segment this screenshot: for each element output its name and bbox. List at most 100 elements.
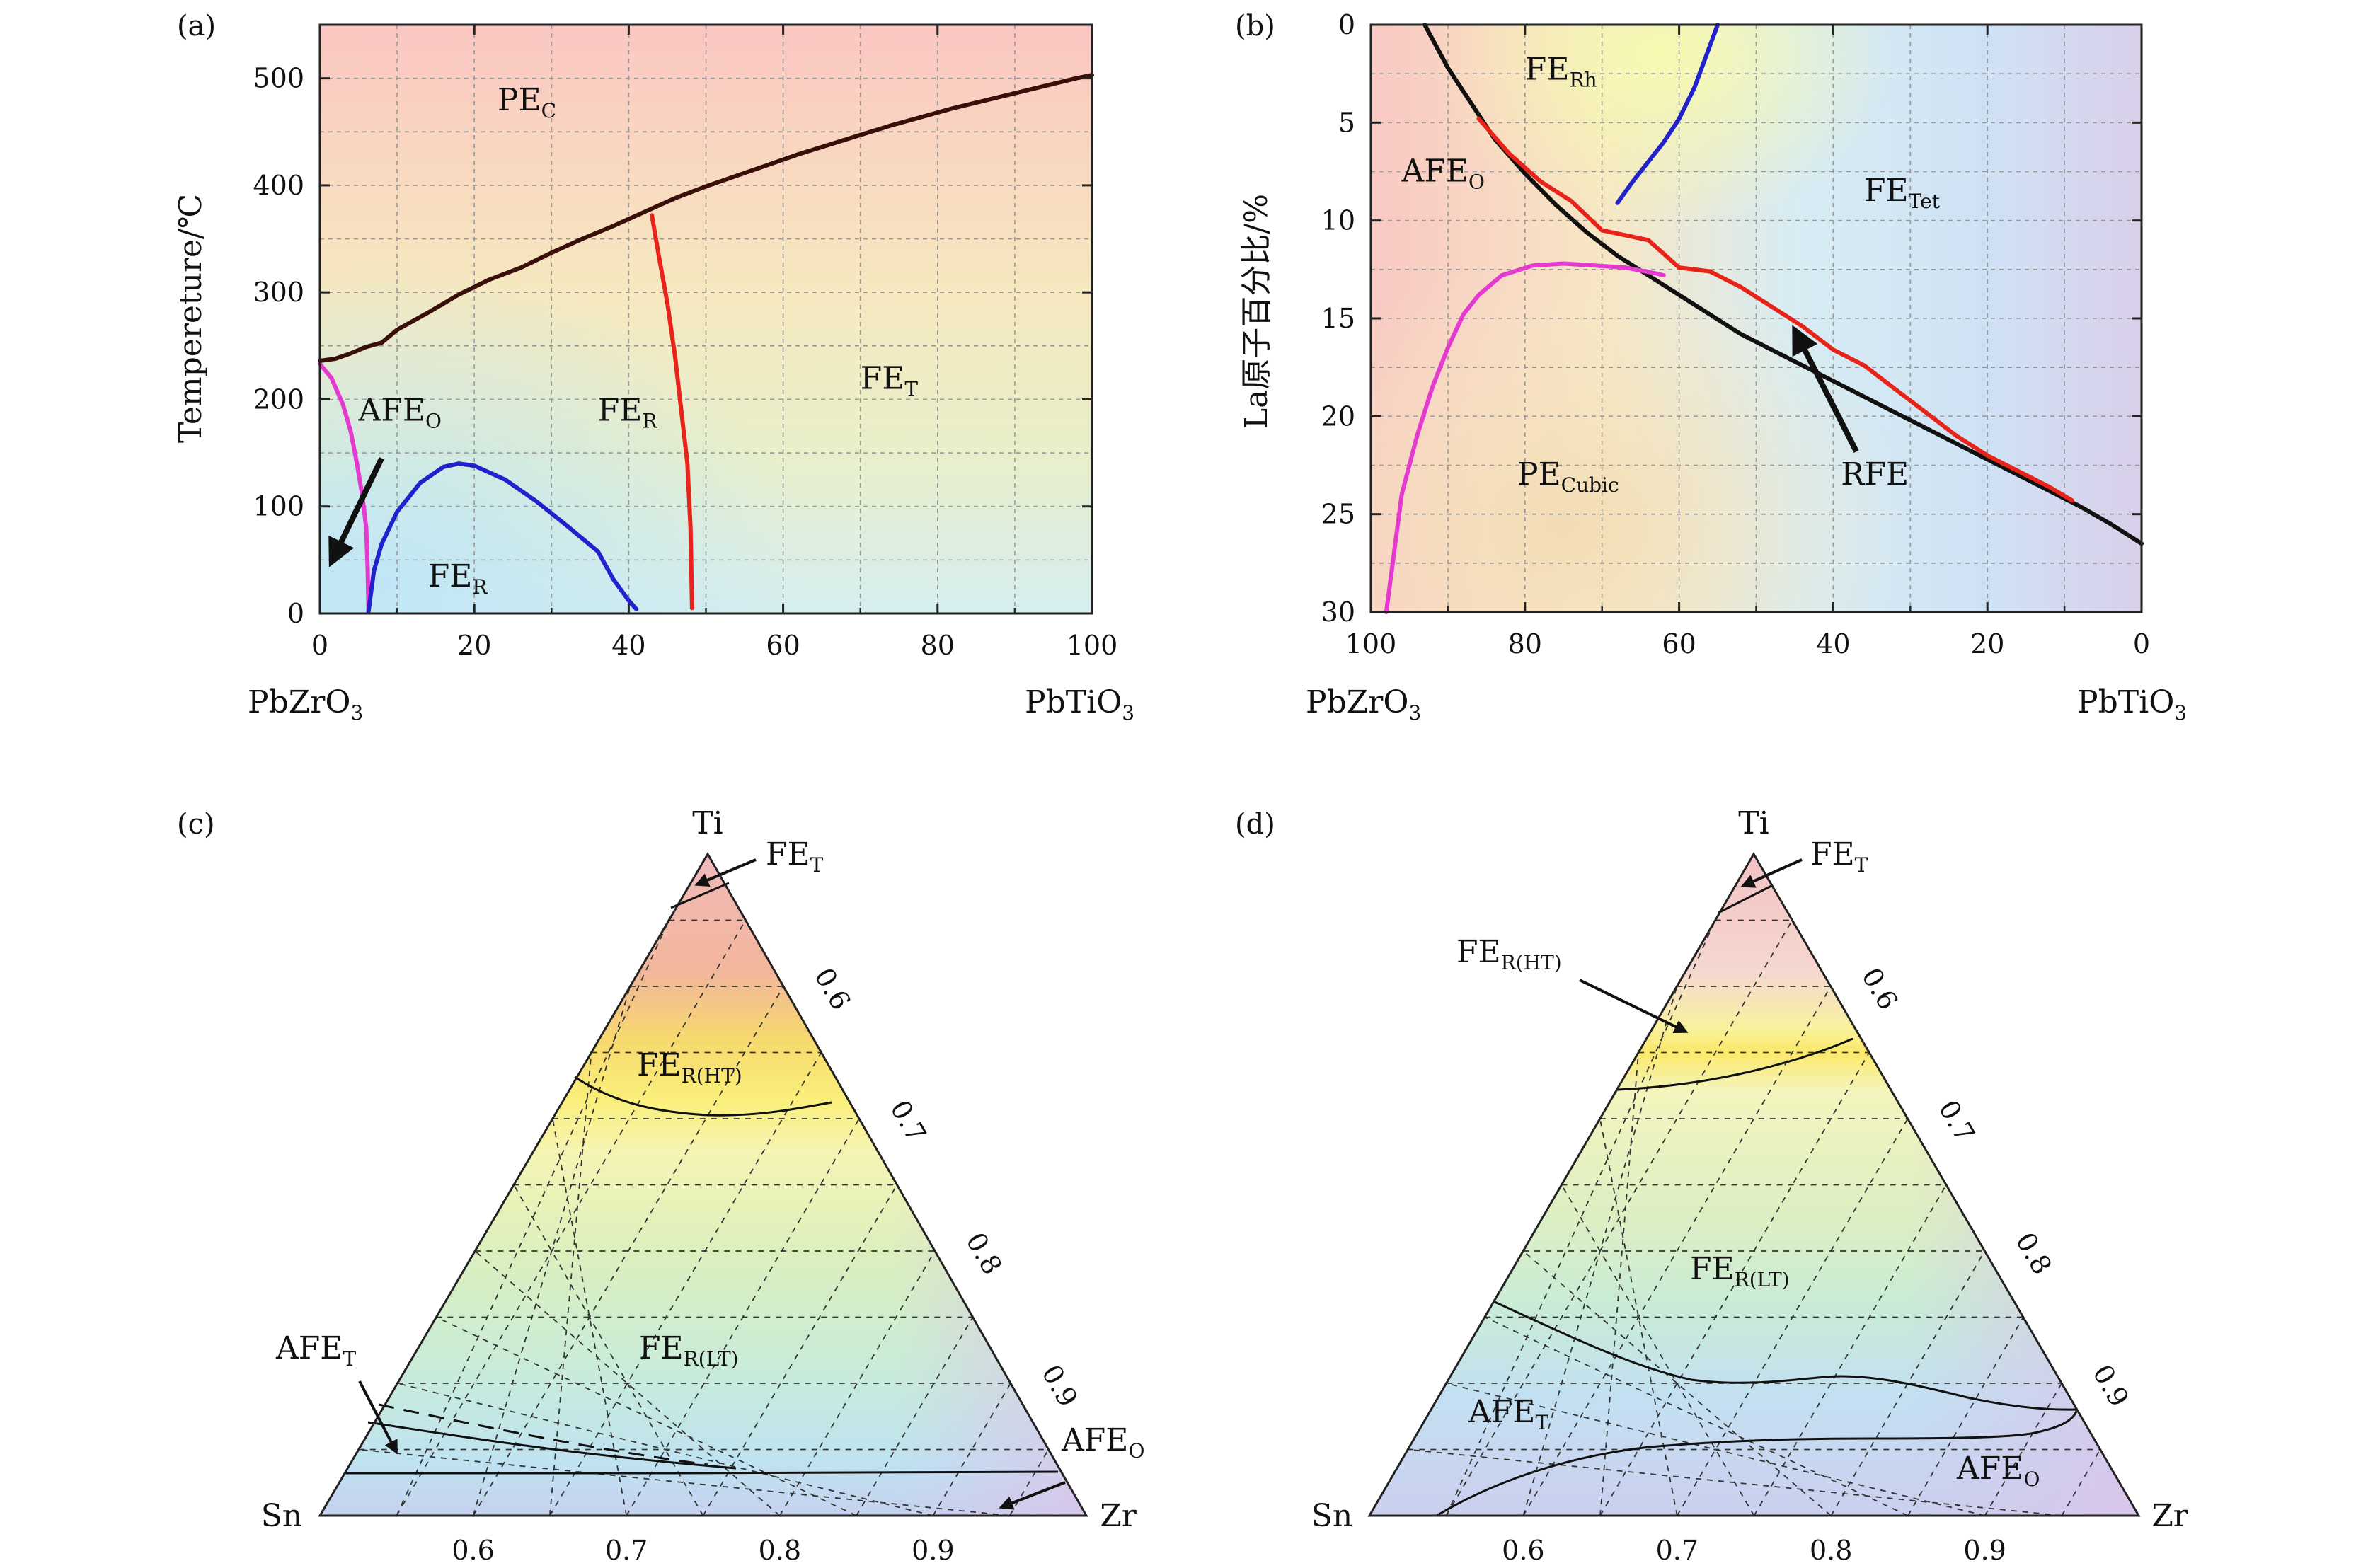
b-ytick-label: 0 xyxy=(1338,9,1355,40)
a-arrow-0 xyxy=(328,456,384,567)
c-grid-l xyxy=(472,986,784,1516)
a-ytick-label: 500 xyxy=(253,63,304,94)
panel-b-xend-left: PbZrO3 xyxy=(1306,684,1421,725)
d-bottom-tick-label: 0.8 xyxy=(1810,1535,1852,1566)
panel-d-vertex-top: Ti xyxy=(1738,805,1769,841)
panel-d-region-afet: AFET xyxy=(1468,1394,1548,1434)
d-grid-r xyxy=(1599,1052,1639,1516)
b-series-line-1 xyxy=(1476,116,2074,503)
b-region-label-0: FERh xyxy=(1525,51,1597,91)
panel-b-series xyxy=(1384,23,2144,614)
b-region-label-3: PECubic xyxy=(1517,456,1619,497)
panel-a-xend-left: PbZrO3 xyxy=(248,684,363,725)
panel-b-xend-right: PbTiO3 xyxy=(2077,684,2187,725)
panel-d-boundary-afet xyxy=(1494,1301,2078,1411)
panel-c-region-afet: AFET xyxy=(275,1330,356,1371)
c-grid-r xyxy=(397,1383,933,1516)
c-grid-l xyxy=(856,1317,974,1516)
panel-d-region-fet: FET xyxy=(1810,836,1868,877)
panel-d-region-ferht: FER(HT) xyxy=(1456,934,1562,974)
c-grid-l xyxy=(1008,1449,1050,1516)
panel-a-ticks: 0 20 40 60 80 100 0 100 200 300 400 500 xyxy=(253,25,1117,661)
panel-b-label: (b) xyxy=(1235,10,1275,42)
c-bottom-tick-label: 0.7 xyxy=(605,1535,648,1566)
panel-c-region-ferlt: FER(LT) xyxy=(639,1330,739,1371)
panel-a-arrows xyxy=(328,456,384,567)
panel-c-arrow-afet xyxy=(358,1380,398,1455)
a-region-label-1: AFEO xyxy=(358,393,442,433)
a-region-label-4: FER xyxy=(428,558,488,599)
panel-c-region-afeo: AFEO xyxy=(1061,1422,1144,1463)
a-xtick-label: 0 xyxy=(311,630,328,661)
d-bottom-tick-label: 0.9 xyxy=(1963,1535,2006,1566)
d-side-tick-label: 0.6 xyxy=(1856,962,1904,1015)
b-xtick-label: 80 xyxy=(1508,628,1542,659)
panel-c-boundary-ferht xyxy=(574,1076,832,1117)
panel-a-label: (a) xyxy=(177,10,216,42)
a-ytick-label: 400 xyxy=(253,170,304,201)
d-side-tick-label: 0.8 xyxy=(2009,1227,2057,1279)
c-grid-r xyxy=(549,1052,592,1516)
c-side-tick-label: 0.7 xyxy=(884,1095,932,1147)
c-side-tick-label: 0.9 xyxy=(1035,1359,1084,1412)
a-ytick-label: 300 xyxy=(253,277,304,308)
b-xtick-label: 20 xyxy=(1970,628,2004,659)
c-grid-l xyxy=(702,1184,898,1516)
panel-d-vertex-left: Sn xyxy=(1311,1498,1352,1534)
d-grid-l xyxy=(1907,1317,2024,1516)
panel-d-arrow-ferht xyxy=(1579,979,1689,1033)
d-bottom-tick-label: 0.7 xyxy=(1656,1535,1699,1566)
b-region-label-2: FETet xyxy=(1864,173,1941,213)
b-xtick-label: 40 xyxy=(1816,628,1850,659)
d-bottom-tick-label: 0.6 xyxy=(1502,1535,1544,1566)
c-grid-l xyxy=(626,1118,860,1516)
panel-a-series xyxy=(318,73,1094,613)
panel-d-vertex-right: Zr xyxy=(2151,1498,2189,1534)
panel-c-boundary-afet-upper xyxy=(367,1421,737,1470)
b-ytick-label: 30 xyxy=(1321,596,1355,628)
panel-d-boundary-ferht xyxy=(1616,1037,1853,1091)
c-side-tick-label: 0.8 xyxy=(960,1227,1008,1279)
panel-a-xend-right: PbTiO3 xyxy=(1025,684,1134,725)
d-grid-l xyxy=(1599,1052,1870,1516)
panel-a: (a) 0 20 40 60 80 100 0 100 200 300 400 500 PEC AFEO… xyxy=(173,10,1134,725)
panel-c-vertex-left: Sn xyxy=(261,1498,302,1534)
panel-a-ylabel: Tempereture/℃ xyxy=(173,194,209,443)
panel-a-region-labels: PEC AFEO FER FET FER xyxy=(358,82,919,599)
c-grid-r xyxy=(472,986,631,1516)
panel-b: (b) 100 80 60 40 20 0 0 5 10 15 20 25 30 FERh AFEO FET… xyxy=(1235,9,2187,725)
b-region-label-4: RFE xyxy=(1841,456,1909,492)
b-region-label-1: AFEO xyxy=(1401,153,1485,193)
d-grid-l xyxy=(1753,1184,1947,1516)
a-series-line-2 xyxy=(318,362,371,613)
panel-c-vertex-right: Zr xyxy=(1100,1498,1137,1534)
c-bottom-tick-label: 0.6 xyxy=(452,1535,494,1566)
panel-d-grid xyxy=(1408,919,2101,1516)
a-series-line-3 xyxy=(366,461,639,613)
d-grid-r xyxy=(1445,920,1716,1516)
d-side-tick-label: 0.7 xyxy=(1933,1095,1981,1147)
b-ytick-label: 15 xyxy=(1321,303,1355,334)
b-series-line-0 xyxy=(1422,23,2144,546)
c-bottom-tick-label: 0.9 xyxy=(912,1535,954,1566)
panel-c-region-ferht: FER(HT) xyxy=(637,1047,742,1088)
panel-b-ticks: 100 80 60 40 20 0 0 5 10 15 20 25 30 xyxy=(1321,9,2150,659)
panel-d: (d) 0.6 0.7 0.8 0.9 0.6 0.7 0.8 0.9 Ti Sn Zr FE… xyxy=(1235,805,2189,1566)
panel-b-ylabel: La原子百分比/% xyxy=(1238,194,1275,429)
a-ytick-label: 100 xyxy=(253,491,304,522)
panel-b-grid xyxy=(1371,25,2142,612)
d-grid-r xyxy=(1408,1448,2062,1516)
panel-d-boundary-fet xyxy=(1718,884,1772,914)
panel-c-arrow-fet xyxy=(694,858,757,887)
c-grid-r xyxy=(396,920,670,1516)
a-xtick-label: 80 xyxy=(921,630,955,661)
c-grid-r xyxy=(358,1448,1010,1516)
d-grid-l xyxy=(1522,986,1832,1516)
d-grid-r xyxy=(1484,1316,1909,1516)
panel-c-label: (c) xyxy=(177,808,215,841)
panel-c-boundary-afeo xyxy=(345,1470,1059,1475)
panel-b-arrows xyxy=(1792,325,1859,453)
panel-c: (c) 0.6 0.7 0.8 0.9 0.6 0.7 0.8 0.9 Ti Sn Zr FE… xyxy=(177,805,1144,1566)
c-grid-r xyxy=(436,1316,857,1516)
